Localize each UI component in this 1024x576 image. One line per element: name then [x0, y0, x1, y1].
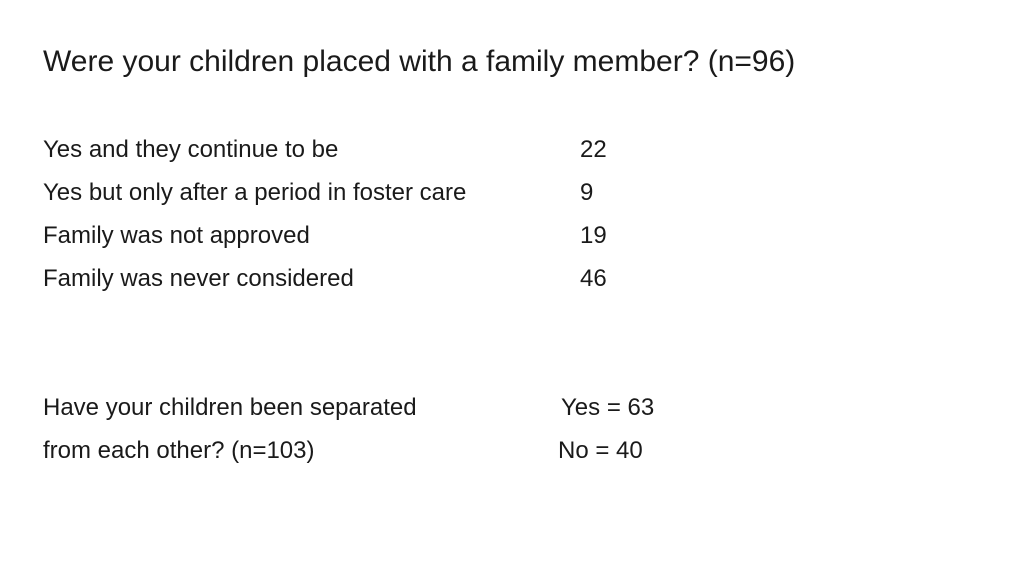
row-value: 9 [580, 179, 594, 206]
table-row: Family was never considered 46 [43, 259, 743, 302]
separation-row: from each other? (n=103) No = 40 [43, 431, 743, 474]
row-value: 19 [580, 222, 607, 249]
row-label: Yes and they continue to be [43, 136, 339, 163]
separation-question-line-1: Have your children been separated [43, 394, 417, 421]
table-row: Family was not approved 19 [43, 216, 743, 259]
table-row: Yes but only after a period in foster ca… [43, 173, 743, 216]
separation-block: Have your children been separated Yes = … [43, 388, 743, 474]
row-label: Yes but only after a period in foster ca… [43, 179, 467, 206]
separation-answer-no: No = 40 [558, 437, 643, 464]
placement-table: Yes and they continue to be 22 Yes but o… [43, 130, 743, 302]
separation-answer-yes: Yes = 63 [561, 394, 655, 421]
row-label: Family was not approved [43, 222, 310, 249]
table-row: Yes and they continue to be 22 [43, 130, 743, 173]
slide-title: Were your children placed with a family … [43, 45, 796, 78]
separation-row: Have your children been separated Yes = … [43, 388, 743, 431]
separation-question-line-2: from each other? (n=103) [43, 437, 315, 464]
row-label: Family was never considered [43, 265, 354, 292]
row-value: 46 [580, 265, 607, 292]
row-value: 22 [580, 136, 607, 163]
